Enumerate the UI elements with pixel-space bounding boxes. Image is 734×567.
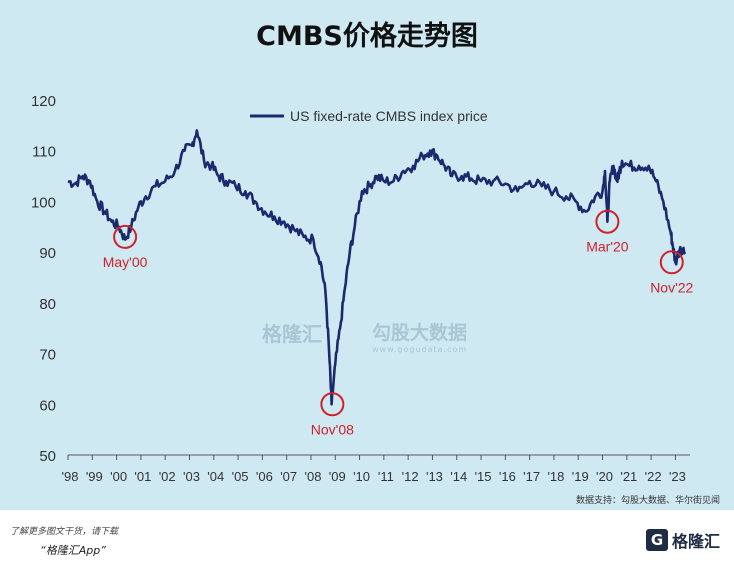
y-tick-label: 70 xyxy=(39,347,56,364)
data-source: 数据支持：勾股大数据、华尔街见闻 xyxy=(575,496,720,506)
x-tick-label: '16 xyxy=(499,469,516,484)
x-tick-label: '15 xyxy=(475,469,492,484)
watermark-brand-text: 格隆汇 xyxy=(262,322,322,346)
y-tick-label: 120 xyxy=(31,93,56,110)
annotation-circle xyxy=(113,224,138,249)
x-tick-label: '98 xyxy=(62,469,79,484)
annotation-circle xyxy=(595,209,620,234)
annotation-label: Mar'20 xyxy=(586,239,629,255)
x-tick-label: '23 xyxy=(669,469,686,484)
x-tick-label: '03 xyxy=(183,469,200,484)
footer: 了解更多图文干货，请下载 “格隆汇App” G 格隆汇 xyxy=(0,510,734,567)
x-tick-label: '06 xyxy=(256,469,273,484)
x-tick-label: '18 xyxy=(547,469,564,484)
x-tick-label: '20 xyxy=(596,469,613,484)
x-tick-label: '10 xyxy=(353,469,370,484)
annotation-label: Nov'08 xyxy=(311,421,354,437)
legend-label: US fixed-rate CMBS index price xyxy=(290,108,488,124)
y-tick-label: 100 xyxy=(31,194,56,211)
x-tick-label: '13 xyxy=(426,469,443,484)
chart-panel xyxy=(0,0,734,510)
x-tick-label: '09 xyxy=(329,469,346,484)
x-tick-label: '00 xyxy=(110,469,127,484)
cmbs-price-chart: 50 60 70 80 90 100 110 120 '98 '99 '00 '01 '02 '03 '04… xyxy=(31,93,694,484)
watermark-brand2-url: www.gogudata.com xyxy=(372,345,468,354)
watermark-brand: 格隆汇 xyxy=(262,318,322,347)
annotation-circle xyxy=(320,392,345,417)
y-tick-label: 110 xyxy=(32,144,56,161)
y-tick-label: 60 xyxy=(39,397,56,414)
footer-note: 了解更多图文干货，请下载 xyxy=(10,527,119,537)
page-title: CMBS价格走势图 xyxy=(256,21,478,52)
y-tick-label: 80 xyxy=(39,296,56,313)
x-tick-label: '12 xyxy=(402,469,419,484)
x-tick-label: '22 xyxy=(645,469,662,484)
y-tick-label: 50 xyxy=(39,448,56,465)
x-tick-label: '01 xyxy=(134,469,151,484)
x-tick-label: '11 xyxy=(378,469,394,484)
x-tick-label: '07 xyxy=(280,469,297,484)
x-tick-label: '17 xyxy=(523,469,540,484)
x-tick-label: '04 xyxy=(207,469,224,484)
annotation-label: Nov'22 xyxy=(650,279,693,295)
y-tick-label: 90 xyxy=(39,245,56,262)
x-tick-label: '21 xyxy=(620,469,637,484)
annotation-label: May'00 xyxy=(103,254,148,270)
watermark-brand2-text: 勾股大数据 xyxy=(372,322,468,344)
x-tick-label: '14 xyxy=(450,469,467,484)
logo-text: 格隆汇 xyxy=(671,532,720,551)
x-tick-label: '19 xyxy=(572,469,589,484)
annotation-circle xyxy=(659,250,684,275)
footer-logo: G 格隆汇 xyxy=(645,528,720,552)
x-tick-label: '05 xyxy=(232,469,249,484)
x-tick-label: '02 xyxy=(159,469,176,484)
watermark-brand2: 勾股大数据 www.gogudata.com xyxy=(372,318,467,354)
x-tick-label: '99 xyxy=(86,469,103,484)
footer-app-name: “格隆汇App” xyxy=(40,544,106,557)
logo-icon: G xyxy=(645,529,668,551)
series-line xyxy=(67,129,687,406)
x-tick-label: '08 xyxy=(304,469,321,484)
